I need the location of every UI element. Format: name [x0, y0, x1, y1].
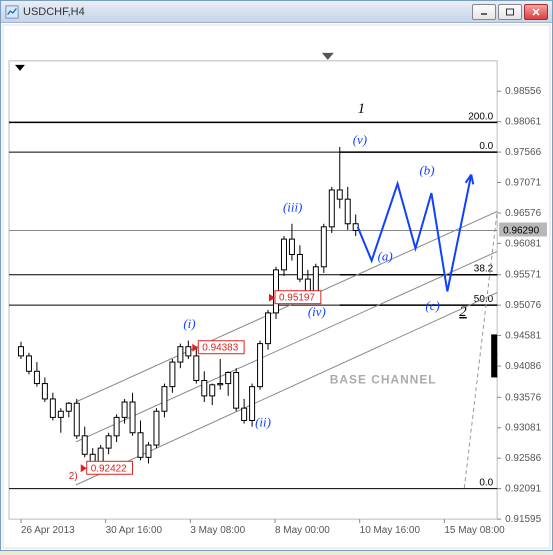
svg-text:0.98556: 0.98556	[505, 86, 541, 97]
svg-text:1: 1	[358, 101, 365, 117]
svg-text:(a): (a)	[378, 249, 393, 264]
chart-window: USDCHF,H4 0.985560.980610.975660.970710.…	[0, 0, 553, 551]
svg-text:0.96576: 0.96576	[505, 208, 541, 219]
svg-text:0.97071: 0.97071	[505, 177, 541, 188]
svg-text:3 May 08:00: 3 May 08:00	[190, 525, 245, 536]
svg-text:2: 2	[459, 304, 467, 320]
svg-text:0.0: 0.0	[479, 141, 493, 152]
svg-text:30 Apr 16:00: 30 Apr 16:00	[106, 525, 163, 536]
titlebar[interactable]: USDCHF,H4	[1, 1, 552, 23]
window-title: USDCHF,H4	[23, 6, 472, 18]
svg-text:200.0: 200.0	[468, 111, 493, 122]
price-chart[interactable]: 0.98556 0.98061 0.97566 0.97071 0.96576 0.960…	[1, 23, 552, 550]
svg-text:0.98061: 0.98061	[505, 117, 541, 128]
chart-area[interactable]: 0.98556 0.98061 0.97566 0.97071 0.96576 0.960…	[1, 23, 552, 550]
svg-text:(v): (v)	[353, 132, 367, 147]
minimize-button[interactable]	[472, 4, 496, 20]
svg-text:0.94383: 0.94383	[202, 343, 238, 354]
svg-text:0.91595: 0.91595	[505, 514, 541, 525]
maximize-button[interactable]	[498, 4, 522, 20]
svg-text:0.96081: 0.96081	[505, 238, 541, 249]
svg-text:2): 2)	[69, 471, 78, 482]
window-controls	[472, 4, 548, 20]
chart-icon	[5, 5, 19, 19]
svg-text:BASE CHANNEL: BASE CHANNEL	[330, 373, 437, 387]
svg-text:(ii): (ii)	[255, 415, 271, 430]
svg-text:0.92091: 0.92091	[505, 484, 541, 495]
svg-text:(i): (i)	[183, 316, 195, 331]
svg-text:0.93576: 0.93576	[505, 392, 541, 403]
close-button[interactable]	[524, 4, 548, 20]
svg-text:(c): (c)	[425, 298, 439, 313]
svg-text:0.96290: 0.96290	[503, 226, 539, 237]
svg-text:0.94581: 0.94581	[505, 331, 541, 342]
svg-text:15 May 08:00: 15 May 08:00	[444, 525, 505, 536]
svg-text:0.93081: 0.93081	[505, 423, 541, 434]
svg-text:0.94086: 0.94086	[505, 361, 541, 372]
svg-text:(iii): (iii)	[283, 199, 302, 214]
svg-text:10 May 16:00: 10 May 16:00	[360, 525, 421, 536]
svg-text:0.95076: 0.95076	[505, 300, 541, 311]
svg-text:0.92422: 0.92422	[91, 463, 127, 474]
svg-text:0.95197: 0.95197	[279, 293, 315, 304]
svg-text:0.95571: 0.95571	[505, 270, 541, 281]
svg-text:(b): (b)	[419, 163, 434, 178]
svg-text:0.0: 0.0	[479, 478, 493, 489]
svg-text:(iv): (iv)	[308, 304, 326, 319]
svg-text:26 Apr 2013: 26 Apr 2013	[21, 525, 75, 536]
svg-text:0.97566: 0.97566	[505, 147, 541, 158]
svg-text:0.92586: 0.92586	[505, 453, 541, 464]
svg-text:8 May 00:00: 8 May 00:00	[275, 525, 330, 536]
